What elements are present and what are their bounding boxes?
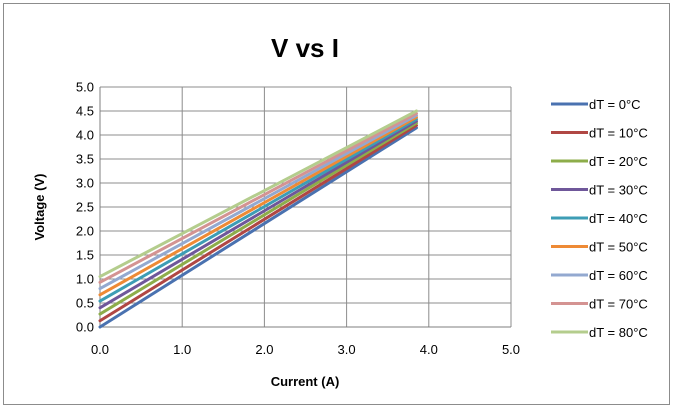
series-line-4 <box>98 117 418 303</box>
legend-item: dT = 0°C <box>551 97 641 112</box>
grid-lines <box>99 86 512 328</box>
series-line-0 <box>98 126 418 329</box>
legend-item: dT = 10°C <box>551 126 648 141</box>
legend-label: dT = 80°C <box>589 325 648 340</box>
y-tick-label: 4.5 <box>76 104 94 119</box>
legend-label: dT = 40°C <box>589 211 648 226</box>
legend-label: dT = 70°C <box>589 297 648 312</box>
y-tick-label: 1.0 <box>76 272 94 287</box>
y-tick-label: 0.0 <box>76 320 94 335</box>
x-axis-title: Current (A) <box>271 374 340 389</box>
x-tick-label: 1.0 <box>173 342 191 357</box>
series-line-1 <box>98 123 418 323</box>
y-tick-label: 1.5 <box>76 248 94 263</box>
y-tick-label: 4.0 <box>76 128 94 143</box>
x-tick-label: 3.0 <box>338 342 356 357</box>
legend-label: dT = 30°C <box>589 183 648 198</box>
series-line-5 <box>98 115 418 297</box>
y-tick-label: 2.0 <box>76 224 94 239</box>
legend-item: dT = 30°C <box>551 183 648 198</box>
x-tick-label: 4.0 <box>420 342 438 357</box>
y-tick-label: 3.5 <box>76 152 94 167</box>
y-tick-label: 5.0 <box>76 80 94 95</box>
legend-item: dT = 40°C <box>551 211 648 226</box>
x-tick-label: 2.0 <box>255 342 273 357</box>
y-tick-label: 0.5 <box>76 296 94 311</box>
series-line-7 <box>98 111 418 284</box>
y-tick-label: 3.0 <box>76 176 94 191</box>
legend-item: dT = 50°C <box>551 240 648 255</box>
y-tick-label: 2.5 <box>76 200 94 215</box>
legend-label: dT = 20°C <box>589 154 648 169</box>
x-tick-label: 0.0 <box>91 342 109 357</box>
legend-item: dT = 20°C <box>551 154 648 169</box>
legend-item: dT = 80°C <box>551 325 648 340</box>
series-line-3 <box>98 119 418 310</box>
y-axis-title: Voltage (V) <box>32 174 47 241</box>
legend-item: dT = 60°C <box>551 268 648 283</box>
series-lines <box>98 109 418 329</box>
legend-item: dT = 70°C <box>551 297 648 312</box>
legend-label: dT = 0°C <box>589 97 641 112</box>
legend-label: dT = 10°C <box>589 126 648 141</box>
series-line-6 <box>98 113 418 291</box>
series-line-2 <box>98 121 418 316</box>
x-tick-label: 5.0 <box>502 342 520 357</box>
chart-area <box>3 3 670 405</box>
chart-title: V vs I <box>271 33 339 63</box>
series-line-8 <box>98 109 418 279</box>
legend-label: dT = 60°C <box>589 268 648 283</box>
legend-label: dT = 50°C <box>589 240 648 255</box>
axes: 0.0 0.5 1.0 1.5 2.0 2.5 3.0 3.5 4.0 4.5 5.0 0.0 1.0 2… <box>76 80 520 358</box>
legend: dT = 0°C dT = 10°C dT = 20°C dT = 30°C dT = … <box>551 97 648 340</box>
